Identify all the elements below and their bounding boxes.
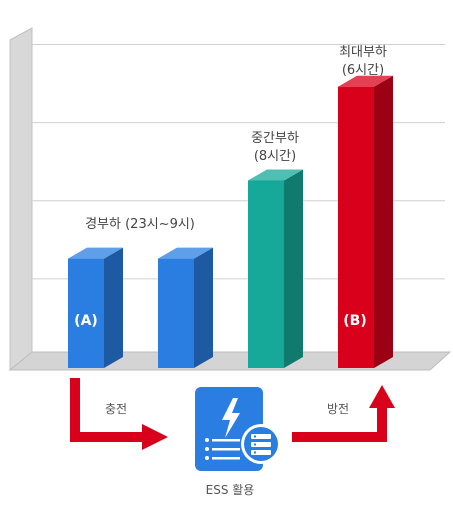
bar-4-side	[374, 75, 393, 368]
bar-4	[338, 75, 393, 368]
bar-3-top	[248, 169, 303, 181]
bar-3-side	[284, 169, 303, 368]
charge-label: 충전	[104, 402, 128, 416]
light-load-label: 경부하 (23시~9시)	[85, 217, 195, 232]
discharge-arrow	[292, 385, 395, 442]
bar-1-top	[68, 247, 123, 259]
bar-1	[68, 247, 123, 368]
discharge-label: 방전	[326, 402, 350, 416]
bar-4-top	[338, 75, 393, 87]
bar-2-side	[194, 247, 213, 368]
bar-4-front	[338, 86, 374, 368]
mid-load-label-line1: 중간부하	[251, 131, 299, 146]
bar-1-front	[68, 258, 104, 368]
bar-3	[248, 169, 303, 368]
bar-b-label: (B)	[343, 313, 367, 329]
bars-group	[68, 75, 393, 368]
bar-3-front	[248, 180, 284, 368]
peak-load-label-line2: (6시간)	[341, 63, 385, 78]
peak-load-label-line1: 최대부하	[339, 45, 387, 60]
mid-load-label-line2: (8시간)	[253, 149, 297, 164]
ess-label: ESS 활용	[205, 483, 255, 497]
ess-battery-server-icon	[195, 387, 281, 471]
bar-1-side	[104, 247, 123, 368]
bar-2	[158, 247, 213, 368]
bar-2-top	[158, 247, 213, 259]
bar-a-label: (A)	[74, 313, 98, 329]
charge-arrow	[70, 378, 168, 450]
bar-2-front	[158, 258, 194, 368]
chart-left-wall	[9, 27, 33, 372]
